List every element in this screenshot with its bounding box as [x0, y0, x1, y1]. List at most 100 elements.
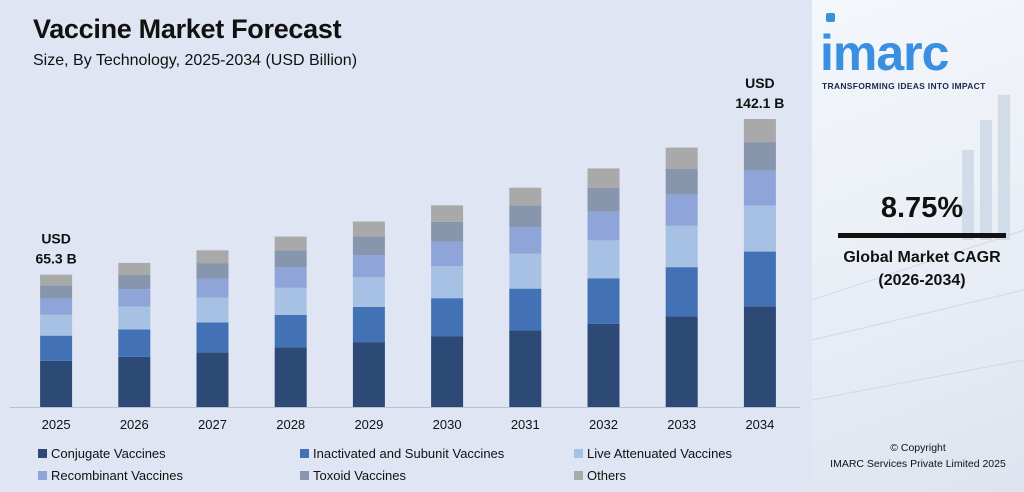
bar-segment-2033-3: Recombinant Vaccines 2033: 15.5 — [665, 194, 698, 226]
legend-label: Conjugate Vaccines — [51, 446, 166, 461]
cagr-label-line2: (2026-2034) — [878, 272, 966, 289]
legend-item: Others — [574, 468, 626, 483]
bar-segment-2032-3: Recombinant Vaccines 2032: 14.2 — [587, 211, 620, 241]
cagr-divider — [838, 233, 1006, 238]
x-tick-label: 2033 — [667, 417, 696, 432]
legend-label: Toxoid Vaccines — [313, 468, 406, 483]
total-annotation-currency: USD — [41, 231, 71, 247]
legend-swatch — [38, 449, 47, 458]
bar-segment-2030-2: Live Attenuated Vaccines 2030: 15.8 — [431, 266, 464, 299]
total-annotation-value: 65.3 B — [35, 251, 76, 267]
bar-segment-2030-0: Conjugate Vaccines 2030: 34.8 — [431, 336, 464, 407]
bar-segment-2033-0: Conjugate Vaccines 2033: 44.7 — [665, 316, 698, 407]
bar-segment-2032-1: Inactivated and Subunit Vaccines 2032: 2… — [587, 278, 620, 324]
x-tick-label: 2031 — [511, 417, 540, 432]
legend-label: Others — [587, 468, 627, 483]
bar-segment-2032-2: Live Attenuated Vaccines 2032: 18.7 — [587, 240, 620, 279]
bar-segment-2031-5: Others 2031: 8.7 — [509, 187, 542, 206]
bar-segment-2027-1: Inactivated and Subunit Vaccines 2027: 1… — [196, 322, 229, 353]
bar-segment-2028-3: Recombinant Vaccines 2028: 10.1 — [274, 267, 307, 288]
x-tick-label: 2029 — [354, 417, 383, 432]
bar-segment-2032-5: Others 2032: 9.6 — [587, 168, 620, 188]
bar-segment-2032-0: Conjugate Vaccines 2032: 41.1 — [587, 323, 620, 407]
bar-segment-2031-3: Recombinant Vaccines 2031: 13.1 — [509, 227, 542, 254]
bar-segment-2034-5: Others 2034: 11.4 — [743, 119, 776, 143]
cagr-label-line1: Global Market CAGR — [843, 249, 1001, 266]
legend-swatch — [574, 449, 583, 458]
legend-label: Live Attenuated Vaccines — [587, 446, 733, 461]
legend-swatch — [38, 471, 47, 480]
decor-bar — [962, 150, 974, 240]
copyright-line1: © Copyright — [890, 442, 946, 454]
legend-item: Recombinant Vaccines — [38, 468, 183, 483]
bar-segment-2029-5: Others 2029: 7.4 — [352, 221, 385, 237]
cagr-value: 8.75% — [880, 192, 964, 224]
bar-segment-2029-1: Inactivated and Subunit Vaccines 2029: 1… — [352, 306, 385, 343]
decor-line — [812, 229, 1024, 301]
bar-segment-2029-0: Conjugate Vaccines 2029: 32 — [352, 342, 385, 407]
bar-segment-2028-4: Toxoid Vaccines 2028: 8.4 — [274, 250, 307, 268]
legend-item: Live Attenuated Vaccines — [574, 446, 732, 461]
bar-segment-2026-3: Recombinant Vaccines 2026: 8.6 — [118, 289, 151, 307]
bar-segment-2030-3: Recombinant Vaccines 2030: 12 — [431, 241, 464, 267]
brand-tagline: TRANSFORMING IDEAS INTO IMPACT — [822, 81, 986, 91]
bar-segment-2027-4: Toxoid Vaccines 2027: 7.7 — [196, 263, 229, 279]
bar-segment-2029-2: Live Attenuated Vaccines 2029: 14.6 — [352, 277, 385, 307]
x-tick-label: 2028 — [276, 417, 305, 432]
decor-bar — [980, 120, 992, 240]
bar-segment-2033-1: Inactivated and Subunit Vaccines 2033: 2… — [665, 267, 698, 317]
total-annotation-value: 142.1 B — [735, 95, 784, 111]
bar-segment-2034-2: Live Attenuated Vaccines 2034: 22.7 — [743, 205, 776, 252]
bar-segment-2027-0: Conjugate Vaccines 2027: 27 — [196, 352, 229, 407]
bar-segment-2026-4: Toxoid Vaccines 2026: 7.1 — [118, 274, 151, 290]
bar-segment-2025-3: Recombinant Vaccines 2025: 7.9 — [40, 298, 73, 315]
x-tick-label: 2032 — [589, 417, 618, 432]
bar-segment-2030-4: Toxoid Vaccines 2030: 9.9 — [431, 221, 464, 242]
bar-segment-2025-4: Toxoid Vaccines 2025: 6.5 — [40, 285, 73, 299]
logo-dot — [826, 13, 835, 22]
bar-segment-2027-5: Others 2027: 6.3 — [196, 250, 229, 264]
cagr-label: Global Market CAGR (2026-2034) — [828, 246, 1016, 292]
bar-segment-2033-4: Toxoid Vaccines 2033: 12.7 — [665, 168, 698, 195]
stacked-bar-chart: Conjugate Vaccines 2025: 22.8 Inactivated… — [10, 75, 800, 432]
legend-item: Inactivated and Subunit Vaccines — [300, 446, 504, 461]
total-annotation-currency: USD — [745, 75, 775, 91]
bar-segment-2027-2: Live Attenuated Vaccines 2027: 12.3 — [196, 297, 229, 323]
bar-segment-2030-1: Inactivated and Subunit Vaccines 2030: 1… — [431, 298, 464, 337]
decor-line — [812, 289, 1024, 341]
bar-segment-2028-0: Conjugate Vaccines 2028: 29.4 — [274, 347, 307, 407]
bar-segment-2034-1: Inactivated and Subunit Vaccines 2034: 2… — [743, 251, 776, 307]
bar-segment-2026-2: Live Attenuated Vaccines 2026: 11.3 — [118, 306, 151, 330]
decorative-background-graphic — [812, 95, 1024, 401]
bar-segment-2031-1: Inactivated and Subunit Vaccines 2031: 2… — [509, 288, 542, 331]
imarc-logo: imarc — [820, 25, 949, 81]
bar-segment-2025-2: Live Attenuated Vaccines 2025: 10.4 — [40, 314, 73, 336]
bar-segment-2031-2: Live Attenuated Vaccines 2031: 17.2 — [509, 253, 542, 289]
decor-line — [812, 359, 1024, 401]
chart-legend: Conjugate Vaccines Inactivated and Subuni… — [38, 444, 798, 488]
chart-title: Vaccine Market Forecast — [33, 14, 342, 44]
decor-bar — [998, 95, 1010, 240]
legend-item: Toxoid Vaccines — [300, 468, 406, 483]
x-tick-label: 2030 — [433, 417, 462, 432]
legend-swatch — [574, 471, 583, 480]
bar-segment-2027-3: Recombinant Vaccines 2027: 9.3 — [196, 278, 229, 298]
bar-segment-2031-4: Toxoid Vaccines 2031: 10.8 — [509, 205, 542, 228]
bar-segment-2029-3: Recombinant Vaccines 2029: 11 — [352, 254, 385, 278]
legend-label: Recombinant Vaccines — [51, 468, 183, 483]
bar-segment-2026-5: Others 2026: 5.8 — [118, 262, 151, 275]
bar-segment-2028-5: Others 2028: 6.8 — [274, 236, 307, 251]
x-tick-label: 2026 — [120, 417, 149, 432]
bar-segment-2033-5: Others 2033: 10.4 — [665, 147, 698, 169]
x-tick-label: 2034 — [745, 417, 774, 432]
legend-label: Inactivated and Subunit Vaccines — [313, 446, 505, 461]
legend-swatch — [300, 471, 309, 480]
bar-segment-2029-4: Toxoid Vaccines 2029: 9.1 — [352, 236, 385, 255]
x-tick-label: 2027 — [198, 417, 227, 432]
legend-item: Conjugate Vaccines — [38, 446, 166, 461]
side-panel — [812, 0, 1024, 492]
bar-segment-2034-0: Conjugate Vaccines 2034: 49.7 — [743, 306, 776, 407]
bar-segment-2025-0: Conjugate Vaccines 2025: 22.8 — [40, 360, 73, 407]
bar-segment-2031-0: Conjugate Vaccines 2031: 37.8 — [509, 330, 542, 407]
x-tick-label: 2025 — [42, 417, 71, 432]
